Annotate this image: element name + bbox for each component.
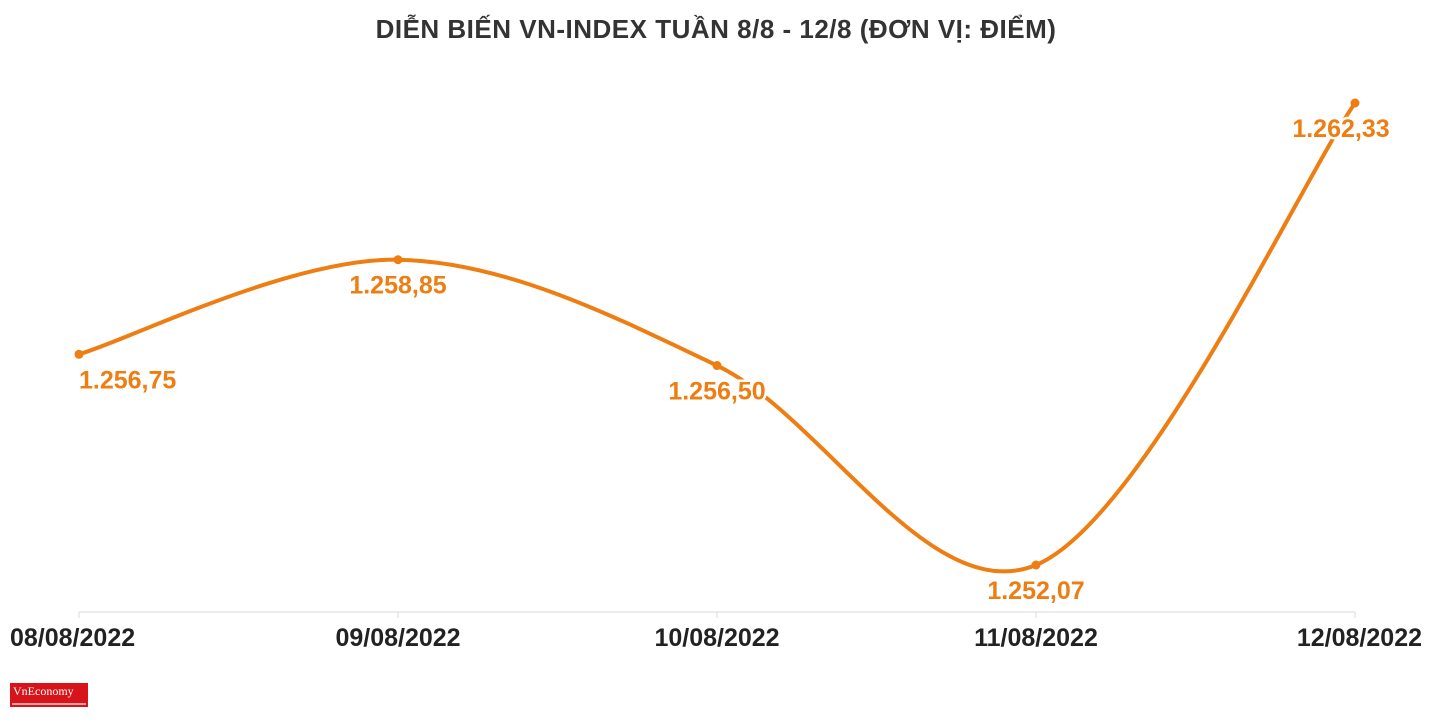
- x-tick-label: 10/08/2022: [654, 624, 779, 652]
- chart-title: DIỄN BIẾN VN-INDEX TUẦN 8/8 - 12/8 (ĐƠN …: [375, 14, 1057, 44]
- x-tick-label: 09/08/2022: [335, 624, 460, 652]
- x-tick-labels: 08/08/2022 09/08/2022 10/08/2022 11/08/2022…: [10, 624, 1422, 652]
- data-label: 1.262,33: [1292, 115, 1389, 143]
- data-labels: 1.256,75 1.258,85 1.256,50 1.252,07 1.262,33: [77, 113, 1393, 608]
- data-point: [1350, 98, 1360, 108]
- data-points: [74, 98, 1360, 570]
- data-point: [393, 255, 403, 265]
- data-point: [1031, 560, 1041, 570]
- data-label: 1.256,50: [668, 378, 765, 406]
- logo-tagline: [12, 703, 86, 705]
- logo-text: VnEconomy: [13, 684, 74, 698]
- x-tick-label: 11/08/2022: [974, 624, 1098, 652]
- series-line: [77, 101, 1357, 574]
- data-label: 1.256,75: [79, 366, 176, 394]
- x-tick-label: 12/08/2022: [1297, 624, 1422, 652]
- data-label: 1.258,85: [349, 272, 446, 300]
- vneconomy-logo: VnEconomy: [10, 683, 88, 707]
- data-point: [74, 349, 84, 359]
- x-tick-label: 08/08/2022: [10, 624, 135, 652]
- data-point: [712, 361, 722, 371]
- data-label: 1.252,07: [987, 577, 1084, 605]
- x-axis: [78, 611, 1356, 618]
